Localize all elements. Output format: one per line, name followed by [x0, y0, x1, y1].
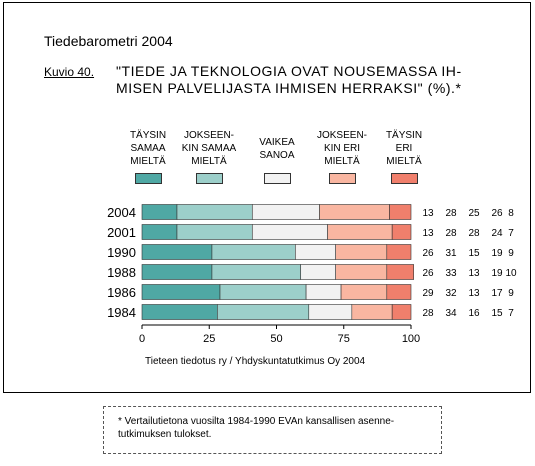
bar-segment-1986-2 — [219, 284, 307, 300]
data-label-2004-1: 13 — [422, 208, 434, 219]
year-label-1988: 1988 — [107, 265, 136, 280]
legend-swatch-4 — [329, 173, 356, 184]
data-label-1990-1: 26 — [422, 248, 434, 259]
legend-label-1: TÄYSIN SAMAA MIELTÄ — [129, 130, 167, 167]
year-label-1990: 1990 — [107, 245, 136, 260]
data-label-1984-1: 28 — [422, 308, 434, 319]
data-label-1990-5: 9 — [508, 248, 514, 259]
bar-segment-1984-1 — [141, 304, 218, 320]
year-label-2001: 2001 — [107, 225, 136, 240]
chart-frame — [3, 2, 531, 393]
bar-segment-2001-1 — [141, 224, 178, 240]
bar-segment-1984-3 — [308, 304, 353, 320]
bar-segment-1986-5 — [386, 284, 412, 300]
bar-segment-2001-3 — [251, 224, 328, 240]
data-label-1990-3: 15 — [468, 248, 480, 259]
data-label-2001-2: 28 — [445, 228, 457, 239]
data-label-2001-4: 24 — [491, 228, 503, 239]
data-label-1986-3: 13 — [468, 288, 480, 299]
bar-segment-1990-5 — [386, 244, 412, 260]
bar-segment-2001-5 — [391, 224, 412, 240]
bar-segment-1986-4 — [340, 284, 388, 300]
bar-segment-1986-3 — [305, 284, 342, 300]
year-label-1984: 1984 — [107, 305, 136, 320]
bar-segment-2001-4 — [327, 224, 393, 240]
bar-segment-1988-1 — [141, 264, 213, 280]
bar-segment-1984-5 — [391, 304, 412, 320]
figure-label: Kuvio 40. — [44, 65, 95, 79]
bar-segment-2004-4 — [319, 204, 390, 220]
data-label-1984-4: 15 — [491, 308, 503, 319]
x-tick-label-100: 100 — [402, 333, 420, 345]
legend-swatch-2 — [196, 173, 223, 184]
data-label-1984-2: 34 — [445, 308, 457, 319]
data-label-1984-3: 16 — [468, 308, 480, 319]
bar-segment-1990-4 — [335, 244, 388, 260]
data-label-2001-1: 13 — [422, 228, 434, 239]
data-label-2004-5: 8 — [508, 208, 514, 219]
footnote: * Vertailutietona vuosilta 1984-1990 EVA… — [103, 406, 442, 454]
bar-segment-2004-5 — [389, 204, 412, 220]
data-label-2001-5: 7 — [508, 228, 514, 239]
report-header: Tiedebarometri 2004 — [44, 33, 173, 49]
year-label-2004: 2004 — [107, 205, 136, 220]
bar-segment-1990-1 — [141, 244, 213, 260]
data-label-2001-3: 28 — [468, 228, 480, 239]
year-label-1986: 1986 — [107, 285, 136, 300]
legend-swatch-1 — [135, 173, 162, 184]
bar-segment-1986-1 — [141, 284, 221, 300]
data-label-1988-4: 19 — [491, 268, 503, 279]
bar-segment-2001-2 — [176, 224, 253, 240]
legend-label-4: JOKSEEN- KIN ERI MIELTÄ — [316, 130, 367, 167]
bar-segment-1984-2 — [217, 304, 310, 320]
data-label-1984-5: 7 — [508, 308, 514, 319]
bar-segment-2004-2 — [176, 204, 253, 220]
bar-segment-1984-4 — [351, 304, 393, 320]
data-label-1988-3: 13 — [468, 268, 480, 279]
legend-swatch-5 — [391, 173, 418, 184]
data-label-1986-4: 17 — [491, 288, 503, 299]
x-tick-label-50: 50 — [270, 333, 282, 345]
data-label-1988-2: 33 — [445, 268, 457, 279]
data-label-1986-5: 9 — [508, 288, 514, 299]
data-label-1986-2: 32 — [445, 288, 457, 299]
x-tick-label-75: 75 — [338, 333, 350, 345]
data-label-2004-4: 26 — [491, 208, 503, 219]
bar-segment-1988-5 — [386, 264, 414, 280]
data-label-1986-1: 29 — [422, 288, 434, 299]
data-label-1988-5: 10 — [505, 268, 517, 279]
legend-label-2: JOKSEEN- KIN SAMAA MIELTÄ — [181, 130, 237, 167]
legend-swatch-3 — [264, 173, 291, 184]
data-label-2004-3: 25 — [468, 208, 480, 219]
bar-segment-1990-2 — [211, 244, 296, 260]
legend-label-5: TÄYSIN ERI MIELTÄ — [385, 130, 423, 167]
data-label-1990-4: 19 — [491, 248, 503, 259]
bar-segment-2004-3 — [251, 204, 320, 220]
source-credit: Tieteen tiedotus ry / Yhdyskuntatutkimus… — [145, 356, 366, 367]
bar-segment-2004-1 — [141, 204, 178, 220]
data-label-1990-2: 31 — [445, 248, 457, 259]
legend-label-3: VAIKEA SANOA — [259, 137, 295, 161]
x-tick-label-25: 25 — [203, 333, 215, 345]
data-label-2004-2: 28 — [445, 208, 457, 219]
chart-title-line-1: "TIEDE JA TEKNOLOGIA OVAT NOUSEMASSA IH- — [116, 63, 462, 79]
bar-segment-1990-3 — [295, 244, 336, 260]
bar-segment-1988-3 — [300, 264, 336, 280]
bar-segment-1988-4 — [335, 264, 388, 280]
data-label-1988-1: 26 — [422, 268, 434, 279]
x-tick-label-0: 0 — [139, 333, 145, 345]
bar-segment-1988-2 — [211, 264, 302, 280]
chart-title-line-2: MISEN PALVELIJASTA IHMISEN HERRAKSI" (%)… — [116, 80, 462, 96]
